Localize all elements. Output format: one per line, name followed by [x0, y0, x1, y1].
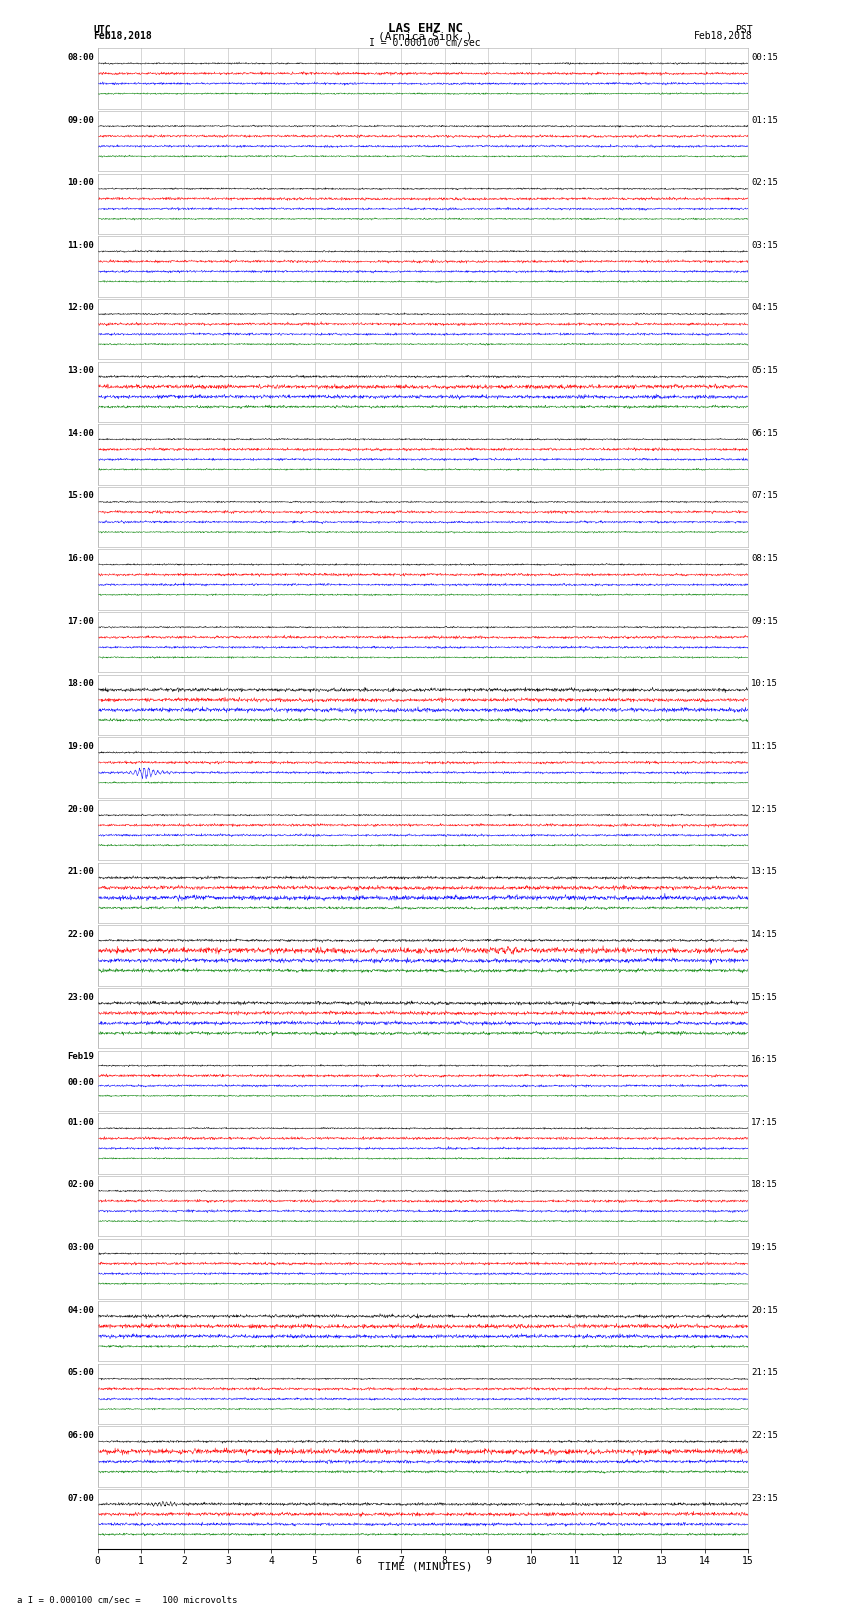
Text: 16:00: 16:00 — [68, 553, 94, 563]
Text: 07:15: 07:15 — [751, 492, 778, 500]
Text: a I = 0.000100 cm/sec =    100 microvolts: a I = 0.000100 cm/sec = 100 microvolts — [17, 1595, 237, 1605]
Text: 00:00: 00:00 — [68, 1077, 94, 1087]
Text: 06:15: 06:15 — [751, 429, 778, 437]
Text: 22:15: 22:15 — [751, 1431, 778, 1440]
Text: 23:15: 23:15 — [751, 1494, 778, 1503]
Text: PST: PST — [734, 24, 752, 35]
Text: 16:15: 16:15 — [751, 1055, 778, 1065]
Text: 20:15: 20:15 — [751, 1305, 778, 1315]
Text: 01:00: 01:00 — [68, 1118, 94, 1127]
Text: 04:15: 04:15 — [751, 303, 778, 313]
Text: 02:00: 02:00 — [68, 1181, 94, 1189]
Text: 03:00: 03:00 — [68, 1244, 94, 1252]
Text: 20:00: 20:00 — [68, 805, 94, 813]
Text: 13:00: 13:00 — [68, 366, 94, 376]
Text: Feb18,2018: Feb18,2018 — [694, 31, 752, 40]
Text: 07:00: 07:00 — [68, 1494, 94, 1503]
Text: 05:15: 05:15 — [751, 366, 778, 376]
Text: 01:15: 01:15 — [751, 116, 778, 124]
Text: I = 0.000100 cm/sec: I = 0.000100 cm/sec — [369, 37, 481, 47]
Text: 12:00: 12:00 — [68, 303, 94, 313]
Text: 22:00: 22:00 — [68, 929, 94, 939]
Text: 18:15: 18:15 — [751, 1181, 778, 1189]
Text: LAS EHZ NC: LAS EHZ NC — [388, 21, 462, 35]
Text: 05:00: 05:00 — [68, 1368, 94, 1378]
Text: 15:00: 15:00 — [68, 492, 94, 500]
Text: 06:00: 06:00 — [68, 1431, 94, 1440]
Text: 00:15: 00:15 — [751, 53, 778, 61]
Text: 23:00: 23:00 — [68, 992, 94, 1002]
Text: 17:15: 17:15 — [751, 1118, 778, 1127]
Text: 09:00: 09:00 — [68, 116, 94, 124]
Text: (Arnica Sink ): (Arnica Sink ) — [377, 31, 473, 40]
Text: 11:00: 11:00 — [68, 240, 94, 250]
Text: Feb19: Feb19 — [68, 1052, 94, 1061]
Text: 21:15: 21:15 — [751, 1368, 778, 1378]
Text: 17:00: 17:00 — [68, 616, 94, 626]
Text: UTC: UTC — [94, 24, 111, 35]
Text: 11:15: 11:15 — [751, 742, 778, 752]
Text: 09:15: 09:15 — [751, 616, 778, 626]
Text: Feb18,2018: Feb18,2018 — [94, 31, 152, 40]
Text: 08:15: 08:15 — [751, 553, 778, 563]
Text: 03:15: 03:15 — [751, 240, 778, 250]
Text: 04:00: 04:00 — [68, 1305, 94, 1315]
Text: 12:15: 12:15 — [751, 805, 778, 813]
Text: 13:15: 13:15 — [751, 868, 778, 876]
Text: 21:00: 21:00 — [68, 868, 94, 876]
Text: 14:15: 14:15 — [751, 929, 778, 939]
Text: 10:15: 10:15 — [751, 679, 778, 689]
Text: 02:15: 02:15 — [751, 177, 778, 187]
Text: 10:00: 10:00 — [68, 177, 94, 187]
Text: 18:00: 18:00 — [68, 679, 94, 689]
Text: 15:15: 15:15 — [751, 992, 778, 1002]
Text: TIME (MINUTES): TIME (MINUTES) — [377, 1561, 473, 1571]
Text: 08:00: 08:00 — [68, 53, 94, 61]
Text: 19:00: 19:00 — [68, 742, 94, 752]
Text: 19:15: 19:15 — [751, 1244, 778, 1252]
Text: 14:00: 14:00 — [68, 429, 94, 437]
